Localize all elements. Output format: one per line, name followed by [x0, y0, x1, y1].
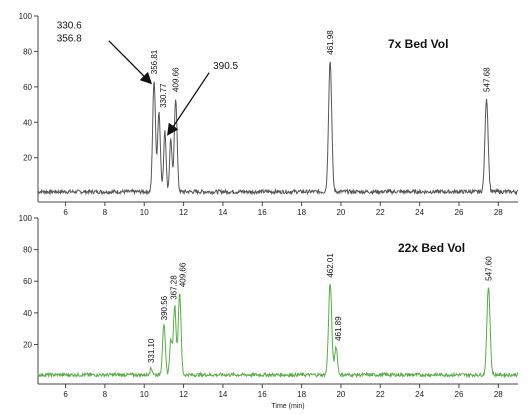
peak-label: 547.60	[484, 256, 493, 281]
x-tick-label: 14	[218, 390, 227, 399]
peak-label: 461.89	[334, 316, 343, 341]
annotation-text: 390.5	[213, 61, 238, 72]
x-tick-label: 28	[494, 208, 503, 217]
x-tick-label: 6	[63, 208, 68, 217]
annotation-arrow	[108, 40, 153, 85]
peak-label: 367.28	[170, 275, 179, 300]
peak-label: 331.10	[147, 338, 156, 363]
peak-label: 390.56	[160, 295, 169, 320]
peak-label: 356.81	[150, 49, 159, 74]
peak-label: 462.01	[326, 253, 335, 278]
x-tick-label: 8	[103, 390, 108, 399]
x-tick-label: 20	[336, 390, 345, 399]
x-tick-label: 14	[218, 208, 227, 217]
y-tick-label: 40	[23, 309, 32, 318]
peak-label: 461.98	[326, 30, 335, 55]
y-tick-label: 60	[23, 277, 32, 286]
x-tick-label: 8	[103, 208, 108, 217]
x-tick-label: 26	[455, 390, 464, 399]
y-tick-label: 40	[23, 118, 32, 127]
x-tick-label: 20	[336, 208, 345, 217]
x-tick-label: 28	[494, 390, 503, 399]
x-tick-label: 16	[258, 208, 267, 217]
y-tick-label: 80	[23, 47, 32, 56]
y-tick-label: 80	[23, 246, 32, 255]
peak-label: 409.66	[172, 67, 181, 92]
x-tick-label: 22	[376, 208, 385, 217]
peak-label: 547.68	[483, 67, 492, 92]
panel-title-2: 22x Bed Vol	[398, 241, 465, 255]
x-tick-label: 10	[140, 208, 149, 217]
x-tick-label: 24	[415, 208, 424, 217]
trace-line-2	[37, 283, 519, 379]
x-tick-label: 18	[297, 390, 306, 399]
x-tick-label: 26	[455, 208, 464, 217]
x-tick-label: 12	[179, 208, 188, 217]
y-tick-label: 20	[23, 154, 32, 163]
x-tick-label: 10	[140, 390, 149, 399]
peak-label: 409.66	[179, 262, 188, 287]
x-tick-label: 22	[376, 390, 385, 399]
x-axis-label: Time (min)	[271, 403, 304, 410]
annotation-text: 330.6	[57, 20, 82, 31]
x-tick-label: 16	[258, 390, 267, 399]
peak-label: 330.77	[159, 83, 168, 108]
y-tick-label: 20	[23, 340, 32, 349]
panel-title-1: 7x Bed Vol	[388, 37, 448, 51]
x-tick-label: 6	[63, 390, 68, 399]
annotation-arrow	[167, 72, 210, 136]
y-tick-label: 60	[23, 83, 32, 92]
x-tick-label: 12	[179, 390, 188, 399]
y-tick-label: 100	[19, 12, 33, 21]
x-tick-label: 18	[297, 208, 306, 217]
trace-line-1	[37, 61, 519, 196]
x-tick-label: 24	[415, 390, 424, 399]
y-tick-label: 100	[19, 214, 33, 223]
annotation-text: 356.8	[57, 33, 82, 44]
